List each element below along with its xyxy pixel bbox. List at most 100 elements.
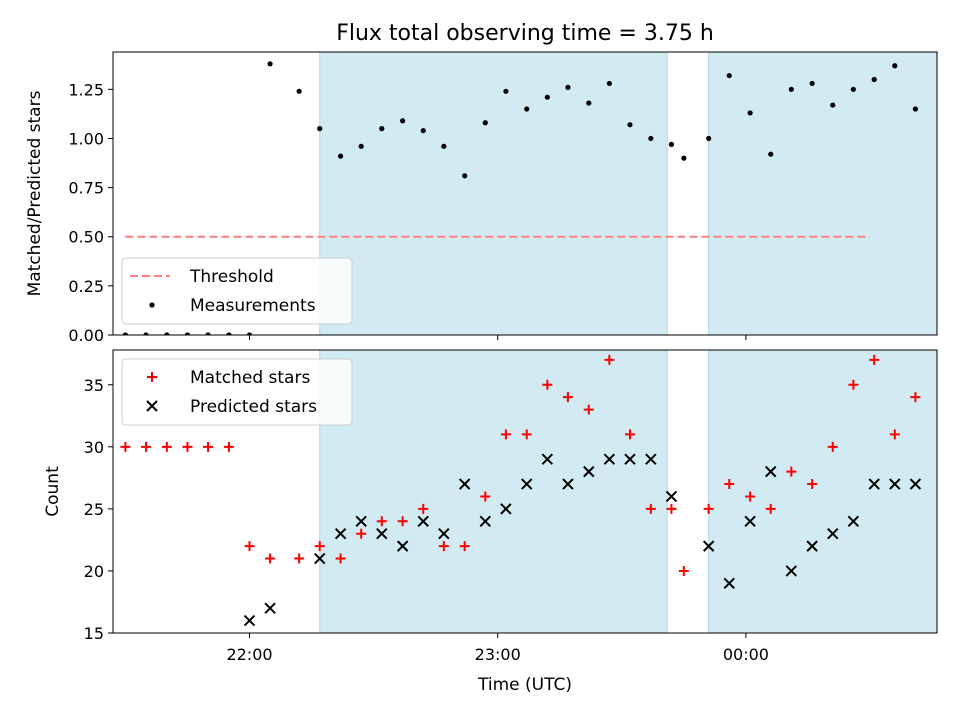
matched-point xyxy=(480,491,491,502)
observing-span-0 xyxy=(319,350,668,633)
matched-point xyxy=(848,379,859,390)
figure-title: Flux total observing time = 3.75 h xyxy=(336,21,714,46)
measurement-point xyxy=(747,110,753,116)
x-tick-label: 22:00 xyxy=(226,645,272,664)
matched-point xyxy=(438,541,449,552)
predicted-point xyxy=(355,515,367,527)
y-tick-label: 1.00 xyxy=(68,129,104,148)
matched-point xyxy=(645,503,656,514)
measurement-point xyxy=(267,61,273,67)
measurement-point xyxy=(122,332,129,335)
predicted-point xyxy=(723,577,735,590)
measurement-point xyxy=(420,128,426,134)
measurement-point xyxy=(143,332,149,335)
matched-point xyxy=(265,553,276,564)
matched-point xyxy=(244,541,255,552)
measurement-point xyxy=(205,332,211,335)
legend-label: Predicted stars xyxy=(190,397,317,417)
legend-label: Measurements xyxy=(190,296,316,316)
legend-box xyxy=(121,358,353,426)
predicted-point xyxy=(314,552,326,565)
y-tick-label: 20 xyxy=(84,562,104,581)
predicted-point xyxy=(243,614,256,627)
measurement-point xyxy=(726,72,732,79)
y-tick-label: 35 xyxy=(84,376,104,395)
axes-frame xyxy=(112,51,938,336)
matched-point xyxy=(397,516,408,527)
predicted-point xyxy=(827,527,839,540)
predicted-point xyxy=(376,527,388,540)
plot-area xyxy=(120,350,937,633)
y-tick-label: 0.75 xyxy=(68,179,104,198)
measurement-point xyxy=(164,332,170,335)
predicted-point xyxy=(479,515,491,527)
matched-point xyxy=(910,392,921,403)
matched-point xyxy=(120,441,131,452)
predicted-point xyxy=(645,453,657,465)
measurement-point xyxy=(337,153,344,159)
observing-span-0 xyxy=(319,52,668,335)
predicted-point xyxy=(521,478,533,490)
y-tick-label: 30 xyxy=(84,438,104,457)
measurement-point xyxy=(226,332,232,335)
matched-point xyxy=(418,503,429,514)
measurement-point xyxy=(482,120,488,126)
matched-point xyxy=(624,429,635,440)
matched-point xyxy=(666,503,677,514)
matched-point xyxy=(869,354,880,365)
y-tick-label: 0.25 xyxy=(68,277,104,296)
matched-point xyxy=(765,503,776,514)
series-matched-stars xyxy=(120,354,921,576)
measurement-point xyxy=(627,122,633,128)
matched-point xyxy=(356,528,367,539)
predicted-point xyxy=(438,527,450,540)
measurement-point xyxy=(850,86,856,92)
matched-point xyxy=(223,441,234,452)
measurement-point xyxy=(358,143,364,149)
y-tick-label: 1.25 xyxy=(68,80,104,99)
measurement-point xyxy=(809,80,815,87)
top-panel: 0.00 0.25 0.50 0.75 1.00 1.25 Matched/Predicte… xyxy=(25,51,938,345)
predicted-point xyxy=(417,515,429,527)
measurement-point xyxy=(503,88,509,94)
measurement-point xyxy=(462,173,468,179)
predicted-point xyxy=(562,478,574,490)
measurement-point xyxy=(912,106,919,112)
y-tick-label: 15 xyxy=(84,624,104,643)
matched-point xyxy=(335,553,346,564)
matched-point xyxy=(604,354,615,365)
measurement-point xyxy=(544,94,550,100)
predicted-point xyxy=(702,540,715,552)
x-tick-label: 00:00 xyxy=(723,645,769,664)
matched-point xyxy=(889,429,900,440)
matched-point xyxy=(500,429,511,440)
legend-box xyxy=(121,257,353,325)
measurement-point xyxy=(681,155,687,161)
matched-point xyxy=(141,441,152,452)
predicted-point xyxy=(785,565,798,577)
legend-label: Threshold xyxy=(189,267,274,287)
legend: Matched stars Predicted stars xyxy=(121,358,353,426)
measurement-point xyxy=(379,126,385,132)
measurement-point xyxy=(524,106,530,112)
matched-point xyxy=(294,553,305,564)
matched-point xyxy=(314,541,325,552)
observing-span-1 xyxy=(708,52,937,335)
measurement-point xyxy=(830,102,836,108)
measurement-point xyxy=(606,80,612,87)
matched-point xyxy=(703,503,714,514)
predicted-point xyxy=(665,490,678,503)
predicted-point xyxy=(909,478,922,490)
predicted-point xyxy=(541,453,554,465)
legend-label: Matched stars xyxy=(190,368,310,388)
matched-point xyxy=(203,441,214,452)
predicted-point xyxy=(765,465,777,478)
measurement-point xyxy=(246,332,253,335)
series-predicted-stars xyxy=(243,453,922,627)
x-tick-label: 23:00 xyxy=(475,645,521,664)
observing-span-1 xyxy=(708,350,937,633)
x-axis-label: Time (UTC) xyxy=(477,675,572,695)
matched-point xyxy=(583,404,594,415)
matched-point xyxy=(182,441,193,452)
